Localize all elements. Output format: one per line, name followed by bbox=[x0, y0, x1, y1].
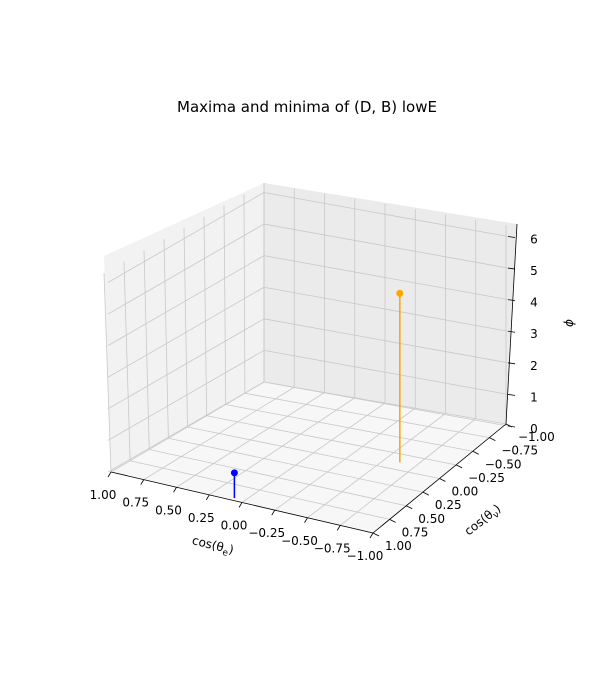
x-tick-label: −1.00 bbox=[347, 549, 384, 563]
z-side-grid-line bbox=[107, 192, 265, 283]
x-tick bbox=[238, 502, 243, 508]
z-tick-label: 0 bbox=[530, 422, 538, 436]
x-tick-label: −0.25 bbox=[248, 526, 285, 540]
z-back-grid-line bbox=[263, 255, 509, 301]
data-point bbox=[396, 289, 404, 297]
y-tick bbox=[389, 519, 396, 523]
x-tick-label: 1.00 bbox=[90, 488, 117, 502]
y-tick bbox=[489, 437, 496, 441]
z-axis-line bbox=[505, 223, 518, 425]
y-wall-grid-line bbox=[123, 261, 131, 461]
y-tick bbox=[422, 491, 430, 496]
y-grid-line bbox=[149, 449, 407, 507]
y-tick-label: 0.50 bbox=[418, 512, 445, 526]
y-tick bbox=[472, 450, 479, 455]
z-tick bbox=[507, 299, 516, 302]
z-tick-label: 2 bbox=[530, 359, 538, 373]
z-tick-label: 1 bbox=[530, 390, 538, 404]
y-grid-line bbox=[130, 460, 390, 520]
y-tick-label: 0.25 bbox=[435, 498, 462, 512]
z-side-grid-line bbox=[107, 223, 265, 315]
x-tick-label: 0.50 bbox=[155, 503, 182, 517]
data-marks bbox=[230, 289, 404, 499]
x-tick bbox=[205, 494, 210, 501]
z-back-grid-line bbox=[263, 192, 509, 237]
data-point bbox=[230, 469, 238, 477]
y-tick bbox=[455, 464, 463, 469]
y-wall-grid-line bbox=[103, 272, 112, 473]
y-wall-grid-line bbox=[223, 205, 227, 405]
z-back-grid-line bbox=[263, 381, 509, 427]
y-grid-line bbox=[206, 415, 457, 466]
z-tick-label: 5 bbox=[530, 264, 538, 278]
x-tick-label: 0.25 bbox=[188, 511, 215, 525]
x-tick bbox=[369, 532, 374, 539]
y-wall-grid-line bbox=[183, 227, 188, 428]
z-back-grid-line bbox=[263, 350, 509, 395]
z-side-grid-line bbox=[107, 350, 265, 441]
z-tick bbox=[507, 362, 516, 365]
y-tick-label: −0.75 bbox=[501, 444, 538, 458]
y-tick-label: 1.00 bbox=[385, 539, 412, 553]
x-tick-label: −0.50 bbox=[281, 534, 318, 548]
x-tick bbox=[271, 509, 276, 516]
x-tick-label: 0.75 bbox=[122, 496, 149, 510]
y-tick-label: 0.00 bbox=[452, 485, 479, 499]
x-tick bbox=[140, 479, 145, 485]
x-tick-label: 0.00 bbox=[221, 519, 248, 533]
y-tick-label: −0.50 bbox=[485, 457, 522, 471]
z-back-grid-line bbox=[263, 223, 509, 269]
x-tick bbox=[336, 525, 341, 531]
y-wall-grid-line bbox=[203, 216, 208, 416]
y-tick-label: 0.75 bbox=[402, 525, 429, 539]
x-tick bbox=[107, 471, 112, 478]
tick-marks bbox=[107, 236, 516, 539]
z-back-grid-line bbox=[263, 318, 509, 364]
y-tick bbox=[439, 478, 446, 482]
y-tick-label: −0.25 bbox=[468, 471, 505, 485]
z-tick-label: 4 bbox=[530, 296, 538, 310]
z-back-grid-line bbox=[263, 286, 509, 332]
z-tick bbox=[507, 267, 516, 270]
y-grid-line bbox=[225, 404, 473, 452]
z-side-grid-line bbox=[107, 286, 265, 378]
y-wall-grid-line bbox=[163, 239, 169, 439]
z-tick bbox=[507, 394, 516, 396]
tick-labels: 1.000.750.500.250.00−0.25−0.50−0.75−1.00… bbox=[90, 232, 555, 563]
y-axis-label: cos(θν) bbox=[462, 501, 506, 540]
z-tick bbox=[507, 425, 516, 428]
x-tick-label: −0.75 bbox=[314, 541, 351, 555]
z-tick-label: 6 bbox=[530, 232, 538, 246]
back-pane bbox=[264, 183, 517, 424]
y-grid-line bbox=[187, 426, 440, 479]
x-tick bbox=[173, 487, 177, 493]
z-tick bbox=[507, 330, 516, 333]
y-tick-label: −1.00 bbox=[518, 430, 555, 444]
z-tick-label: 3 bbox=[530, 327, 538, 341]
y-tick bbox=[406, 505, 413, 510]
z-axis-label: ϕ bbox=[562, 319, 576, 327]
y-tick bbox=[372, 532, 380, 537]
z-side-grid-line bbox=[107, 255, 265, 346]
x-axis-label: cos(θe) bbox=[190, 533, 235, 560]
z-side-grid-line bbox=[107, 381, 265, 473]
y-grid-line bbox=[244, 392, 490, 439]
y-wall-grid-line bbox=[243, 194, 246, 394]
floor-pane bbox=[111, 382, 506, 533]
x-tick bbox=[304, 517, 308, 523]
y-wall-grid-line bbox=[143, 250, 150, 450]
z-side-grid-line bbox=[107, 318, 265, 410]
chart-title: Maxima and minima of (D, B) lowE bbox=[177, 98, 437, 116]
y-grid-line bbox=[168, 437, 423, 493]
z-tick bbox=[507, 236, 516, 238]
